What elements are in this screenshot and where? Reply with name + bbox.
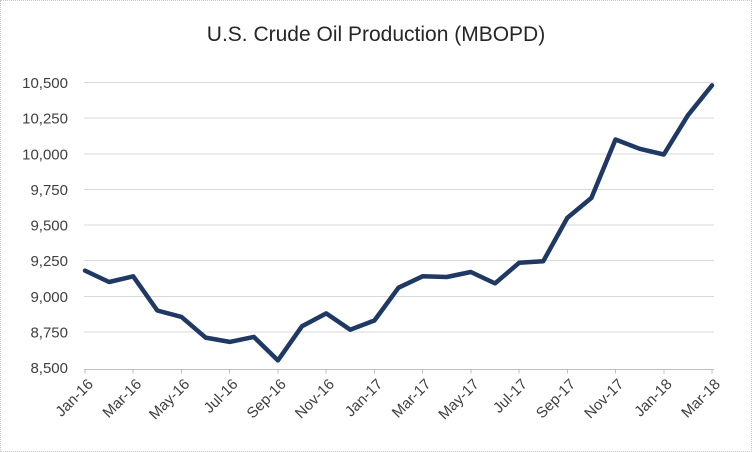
y-tick-label: 9,250	[30, 253, 68, 270]
x-tick-label: Sep-16	[244, 376, 290, 422]
y-tick-label: 8,500	[30, 360, 68, 377]
x-axis-labels: Jan-16 Mar-16 May-16 Jul-16 Sep-16 Nov-16 Jan-…	[52, 376, 723, 423]
x-tick-label: Mar-18	[678, 376, 724, 422]
x-tick-label: Sep-17	[533, 376, 579, 422]
x-axis	[84, 369, 714, 374]
y-tick-label: 9,000	[30, 289, 68, 306]
y-tick-label: 9,750	[30, 182, 68, 199]
x-tick-label: May-17	[435, 376, 482, 423]
x-tick-label: Mar-17	[389, 376, 435, 422]
x-tick-label: Mar-16	[99, 376, 145, 422]
x-tick-label: Jan-17	[342, 376, 386, 420]
x-tick-label: Jul-16	[201, 376, 242, 417]
y-tick-label: 10,500	[22, 75, 68, 92]
y-gridlines	[84, 82, 714, 333]
chart-title: U.S. Crude Oil Production (MBOPD)	[206, 23, 546, 46]
y-tick-label: 9,500	[30, 218, 68, 235]
y-tick-label: 10,000	[22, 146, 68, 163]
x-tick-label: Nov-16	[292, 376, 338, 422]
x-tick-label: Nov-17	[581, 376, 627, 422]
x-tick-label: May-16	[146, 376, 193, 423]
y-axis-labels: 8,500 8,750 9,000 9,250 9,500 9,750 10,000 10,2…	[22, 75, 68, 377]
x-tick-label: Jan-16	[52, 376, 96, 420]
production-line-series	[82, 83, 715, 363]
x-tick-label: Jul-17	[490, 376, 531, 417]
x-tick-label: Jan-18	[631, 376, 675, 420]
y-tick-label: 10,250	[22, 111, 68, 128]
y-tick-label: 8,750	[30, 324, 68, 341]
